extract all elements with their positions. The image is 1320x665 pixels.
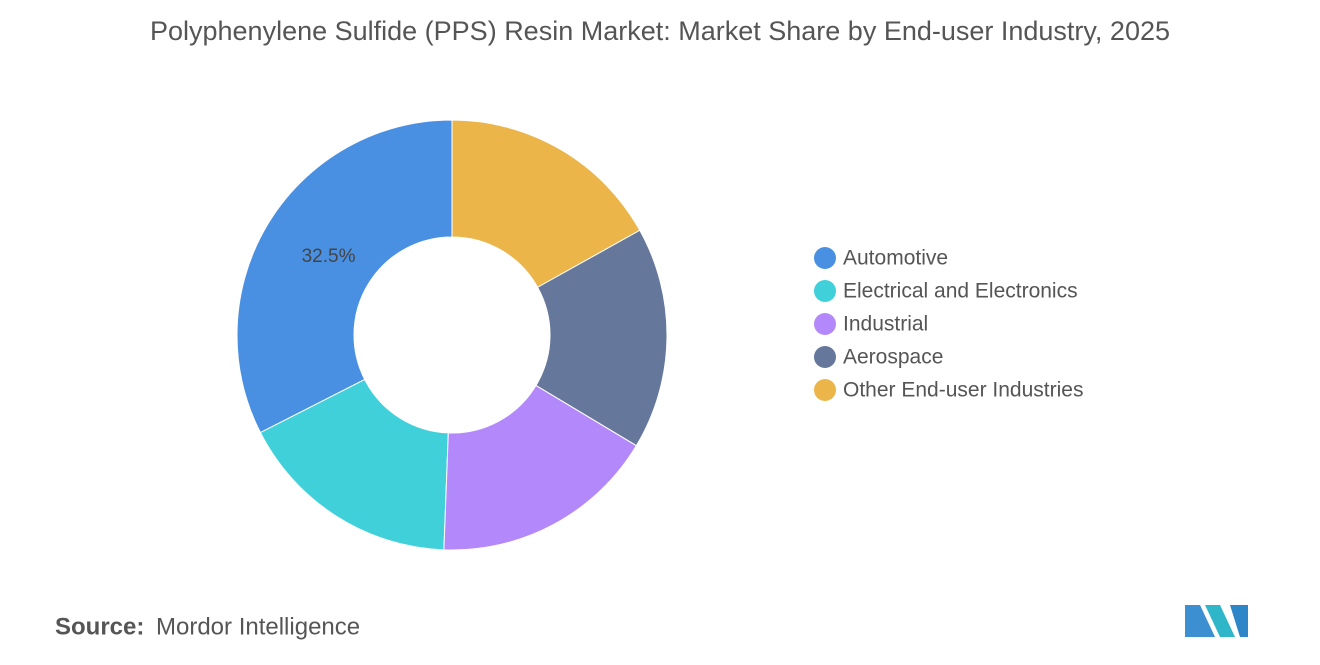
source: Mordor Intelligence: [156, 613, 360, 640]
legend-label: Other End-user Industries: [843, 379, 1083, 402]
slice: [236, 119, 453, 434]
slice: [451, 119, 641, 288]
chart-title: Polyphenylene Sulfide (PPS) Resin Market…: [149, 16, 1170, 46]
legend-label: Electrical and Electronics: [843, 280, 1078, 303]
legend-label: Industrial: [843, 313, 928, 336]
slice: [535, 229, 668, 447]
source-label: Source:: [55, 613, 144, 640]
legend-label: Automotive: [843, 247, 948, 270]
slice: [443, 384, 638, 551]
legend-marker: [814, 280, 836, 302]
slice: [259, 378, 449, 551]
legend-marker: [814, 346, 836, 368]
value-label: 32.5%: [302, 246, 356, 267]
logo: [1185, 605, 1248, 637]
legend-marker: [814, 313, 836, 335]
legend-marker: [814, 379, 836, 401]
legend-label: Aerospace: [843, 346, 943, 369]
legend-marker: [814, 247, 836, 269]
